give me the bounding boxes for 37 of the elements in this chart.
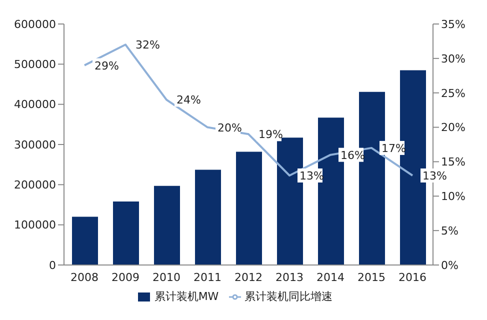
legend-label: 累计装机MW: [154, 290, 219, 303]
y2-tick-label: 0%: [441, 258, 458, 272]
y-tick-label: 400000: [14, 98, 56, 112]
y-tick-label: 500000: [14, 58, 56, 72]
x-tick-label: 2014: [316, 270, 344, 284]
data-label: 24%: [176, 94, 201, 107]
y-tick-label: 100000: [14, 218, 56, 232]
data-label: 19%: [258, 128, 283, 142]
data-label: 29%: [94, 59, 119, 72]
data-label: 32%: [136, 38, 160, 52]
x-tick-label: 2010: [152, 270, 180, 284]
y-tick-label: 600000: [14, 18, 56, 31]
bar: [195, 170, 221, 265]
bar: [236, 152, 262, 265]
y-tick-label: 200000: [14, 178, 56, 192]
y-tick-label: 300000: [14, 138, 56, 152]
bar: [113, 202, 139, 265]
x-tick-label: 2008: [70, 270, 98, 284]
data-label: 20%: [218, 121, 242, 134]
legend-label: 累计装机同比增速: [244, 290, 333, 303]
x-tick-label: 2011: [194, 270, 222, 284]
x-tick-label: 2012: [234, 270, 262, 284]
x-tick-label: 2009: [112, 270, 140, 284]
y2-tick-label: 10%: [441, 190, 466, 204]
x-tick-label: 2016: [398, 270, 426, 284]
x-tick-label: 2013: [276, 270, 304, 284]
y2-tick-label: 15%: [441, 156, 466, 169]
y2-tick-label: 20%: [441, 121, 466, 134]
y2-tick-label: 30%: [441, 52, 466, 66]
data-label: 13%: [422, 169, 447, 182]
y2-tick-label: 25%: [441, 86, 466, 100]
y2-tick-label: 5%: [441, 224, 458, 238]
x-tick-label: 2015: [358, 270, 386, 284]
bar: [72, 216, 98, 265]
y-tick-label: 0: [49, 258, 56, 272]
y2-tick-label: 35%: [441, 18, 466, 31]
bar: [154, 186, 180, 265]
